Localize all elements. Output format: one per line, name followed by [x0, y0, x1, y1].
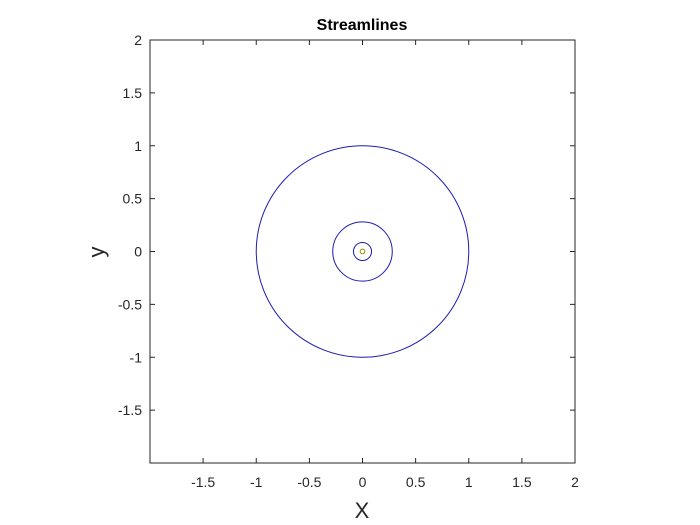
x-tick-label: 2 — [571, 474, 579, 490]
x-tick-label: -0.5 — [297, 474, 321, 490]
x-axis-label: X — [355, 498, 370, 523]
x-tick-label: 0.5 — [406, 474, 426, 490]
y-tick-label: -0.5 — [118, 296, 142, 312]
y-tick-label: 0.5 — [123, 191, 143, 207]
plot-area — [149, 39, 576, 464]
streamline-0 — [255, 145, 470, 358]
y-tick-label: 0 — [134, 244, 142, 260]
x-tick-label: 0 — [359, 474, 367, 490]
x-tick-label: 1.5 — [512, 474, 532, 490]
chart-title: Streamlines — [317, 17, 408, 34]
x-tick-label: -1 — [250, 474, 263, 490]
contour-lines — [255, 145, 470, 358]
streamline-2 — [352, 242, 373, 261]
streamline-1 — [332, 221, 393, 282]
y-tick-label: -1.5 — [118, 402, 142, 418]
streamline-3 — [359, 248, 366, 255]
y-tick-label: 1 — [134, 138, 142, 154]
y-tick-label: 1.5 — [123, 85, 143, 101]
x-tick-label: -1.5 — [191, 474, 215, 490]
y-tick-label: 2 — [134, 32, 142, 48]
axis-ticks: -1.5 -1 -0.5 0 0.5 1 1.5 2 -1.5 -1 -0.5 0 0.5 1 1.5 2 — [118, 32, 579, 490]
y-axis-label: y — [84, 247, 109, 258]
x-tick-label: 1 — [465, 474, 473, 490]
y-tick-label: -1 — [130, 349, 143, 365]
